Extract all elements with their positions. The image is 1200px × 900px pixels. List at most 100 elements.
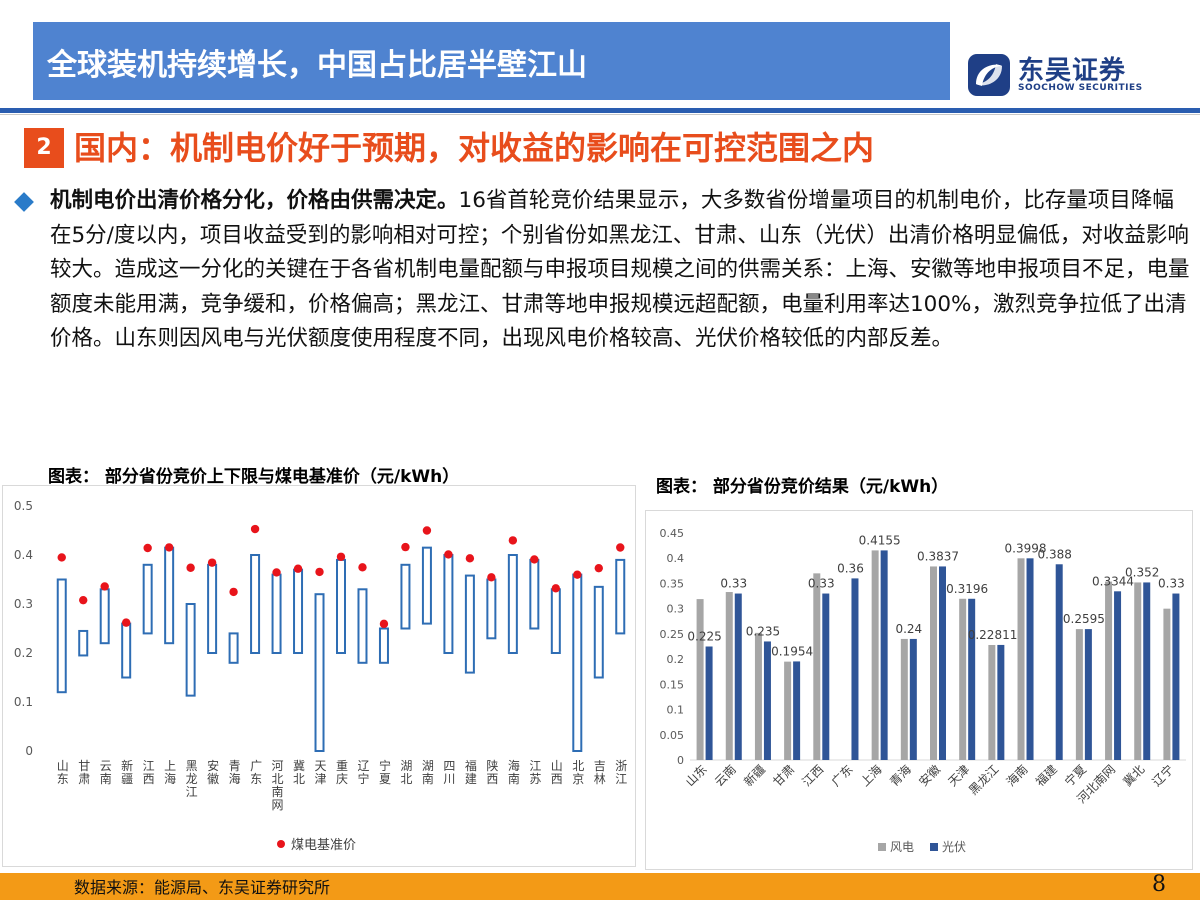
benchmark-dot [207,558,217,567]
data-label: 0.228111 [968,628,1025,642]
x-tick-label: 黑龙江 [186,759,198,799]
range-bar [293,568,304,654]
y-tick-label: 0.3 [14,597,33,611]
data-label: 0.33 [1158,577,1185,591]
benchmark-dot [551,584,561,593]
body-paragraph: 机制电价出清价格分化，价格由供需决定。16省首轮竞价结果显示，大多数省份增量项目… [50,184,1190,357]
x-tick-label: 江西 [143,759,155,786]
x-tick-label: 江苏 [529,759,541,786]
wind-bar [784,661,792,760]
x-tick-label: 辽宁 [1149,762,1177,790]
wind-bar [959,598,967,760]
y-tick-label: 0.35 [660,577,685,590]
x-tick-label: 青海 [229,759,241,786]
solar-bar [997,644,1005,760]
benchmark-dot [100,582,109,591]
wind-bar [871,550,879,760]
x-tick-label: 江西 [800,762,827,789]
range-bar [529,558,540,630]
benchmark-dot [164,543,174,552]
solar-bar [968,598,976,760]
benchmark-dot [57,553,66,562]
solar-bar [1114,591,1122,760]
benchmark-dot [530,555,539,564]
x-tick-label: 浙江 [615,759,627,786]
x-tick-label: 山西 [551,759,563,786]
y-tick-label: 0.5 [14,499,33,513]
range-bar [507,554,518,654]
chart-left-frame: 0 0.1 0.2 0.3 0.4 0.5 山东 甘肃 云南 新疆 江西 上海 黑龙江 安徽 青海 广东 河北南… [2,485,636,867]
range-bar [207,563,218,654]
wind-bar [1163,608,1171,760]
x-tick-label: 四川 [443,759,455,786]
x-tick-label: 海南 [1003,762,1031,790]
y-tick-label: 0.4 [667,552,685,565]
benchmark-dot [616,543,625,552]
range-bar [250,554,261,654]
x-tick-label: 山东 [683,762,710,789]
x-tick-label: 新疆 [740,762,768,790]
wind-bar [813,573,821,760]
range-bar [56,578,67,694]
data-label: 0.3344 [1092,574,1134,588]
x-tick-label: 宁夏 [379,758,391,786]
wind-bar [1105,581,1113,760]
x-tick-label: 河北南网 [272,759,284,812]
x-tick-label: 福建 [1032,762,1060,790]
range-bar [142,563,153,635]
footer-bar [0,873,1200,900]
x-tick-label: 安徽 [207,758,219,786]
page-title: 全球装机持续增长，中国占比居半壁江山 [47,48,587,83]
x-tick-label: 天津 [315,759,327,786]
range-bar [185,603,196,697]
range-bar [550,588,561,655]
x-tick-label: 北京 [572,759,584,786]
benchmark-dot [465,554,475,563]
range-bar [572,573,583,752]
page-number: 8 [1152,872,1166,897]
legend-label-solar: 光伏 [942,840,966,854]
data-label: 0.3196 [946,582,988,596]
x-tick-label: 海南 [508,758,520,786]
y-tick-label: 0.3 [667,603,685,616]
data-label: 0.3837 [917,549,959,563]
y-tick-label: 0.1 [667,704,685,717]
range-bar [421,546,432,625]
data-label: 0.4155 [859,533,901,547]
x-tick-label: 安徽 [916,762,944,790]
benchmark-dot [594,563,603,573]
y-tick-label: 0.2 [14,646,33,660]
range-bar [228,632,239,664]
range-bar [486,578,497,640]
solar-bar [1055,564,1063,760]
benchmark-dot [422,526,432,535]
range-bar [314,593,325,752]
data-label: 0.36 [837,561,864,575]
benchmark-dot [336,552,346,561]
range-bar [400,563,411,630]
data-label: 0.33 [808,577,835,591]
benchmark-dot [229,587,238,597]
benchmark-dot [186,563,195,572]
solar-bar [734,593,742,760]
x-tick-label: 吉林 [594,759,606,786]
x-tick-label: 湖北 [400,758,412,786]
chart-right-caption: 图表： 部分省份竞价结果（元/kWh） [656,477,949,497]
x-tick-label: 山东 [57,759,69,786]
x-tick-label: 云南 [100,759,112,786]
bid-result-chart: 0 0.05 0.1 0.15 0.2 0.25 0.3 0.35 0.4 0.45 0.225 山东… [660,527,1186,854]
x-tick-label: 重庆 [336,759,348,786]
data-label: 0.235 [746,624,780,638]
y-tick-label: 0 [677,754,684,767]
range-bar [99,588,110,645]
benchmark-dot [250,524,260,534]
range-bar [378,627,389,664]
section-number-badge: 2 [24,128,64,168]
x-tick-label: 冀北 [293,759,305,786]
range-bar [464,574,475,674]
benchmark-dot [358,563,367,572]
range-bar [121,622,132,679]
range-bar [164,546,175,645]
range-bar [357,588,368,664]
wind-bar [900,638,908,760]
